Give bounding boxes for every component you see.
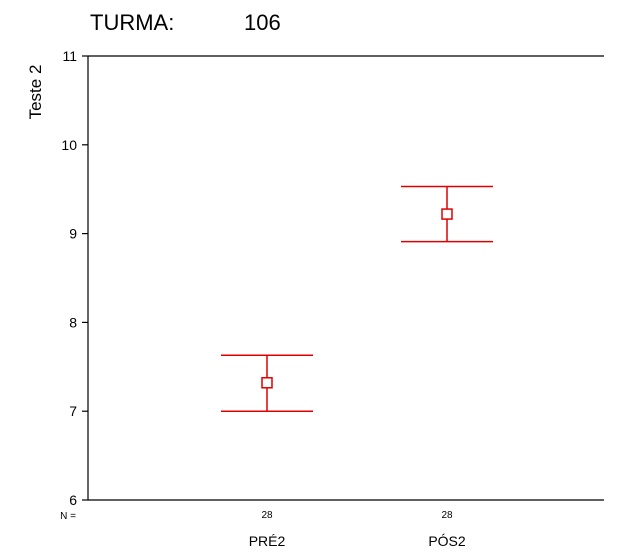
n-count-value: 28 [261,510,273,521]
plot-axes [87,55,604,501]
y-axis-label: Teste 2 [26,65,45,120]
error-bar [221,354,313,412]
y-tick-label: 8 [69,314,77,330]
y-tick-label: 7 [69,403,77,419]
title-label: TURMA: [90,10,174,35]
y-axis-ticks: 6 7 8 9 10 11 [61,48,88,508]
x-category-label: PÓS2 [428,533,466,549]
title-value: 106 [244,10,281,35]
plot-marks [221,185,493,412]
y-tick-label: 10 [61,137,77,153]
mean-marker [441,208,453,220]
y-tick-label: 11 [62,48,77,64]
error-bar [401,185,493,243]
x-axis-labels: N = 28 PRÉ2 28 PÓS2 [60,510,466,549]
n-count-value: 28 [441,510,453,521]
chart-title: TURMA: 106 [90,10,281,35]
mean-marker [261,377,273,389]
n-count-label: N = [60,511,76,522]
x-category-label: PRÉ2 [249,533,286,549]
y-tick-label: 6 [69,492,77,508]
y-tick-label: 9 [69,226,77,242]
